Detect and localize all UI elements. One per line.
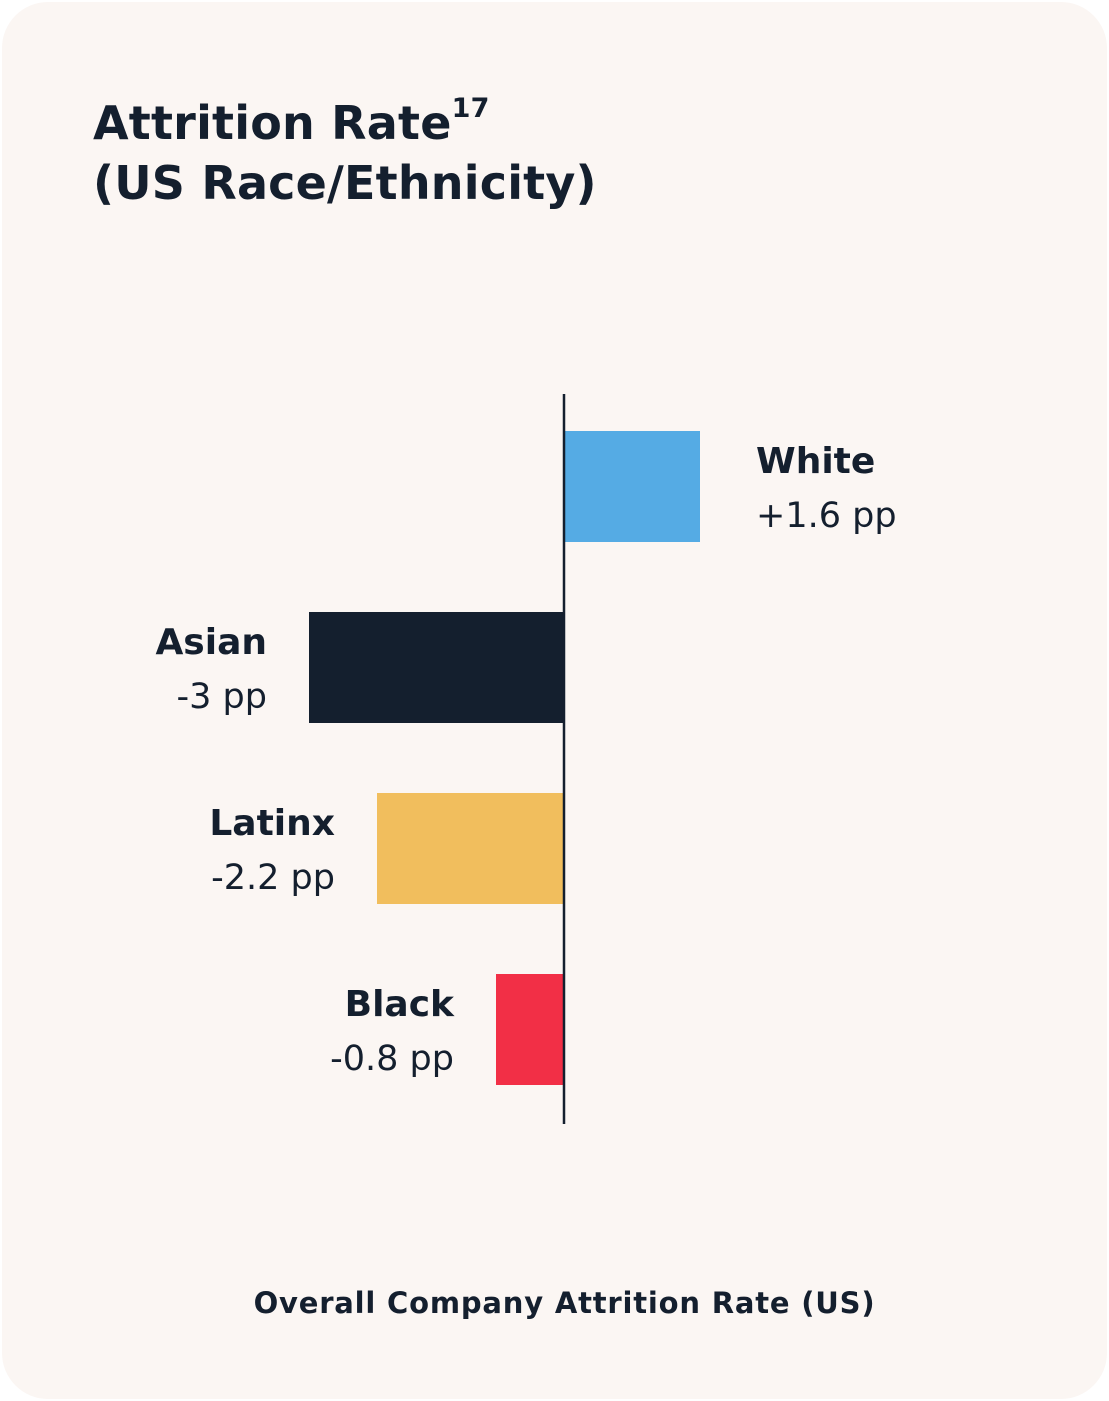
- category-label-black: Black: [345, 984, 455, 1025]
- bar-black: [496, 974, 564, 1085]
- category-label-asian: Asian: [155, 622, 267, 663]
- value-label-asian: -3 pp: [177, 677, 267, 717]
- title-main: Attrition Rate: [93, 96, 452, 150]
- title-subtitle: (US Race/Ethnicity): [93, 156, 597, 210]
- value-label-white: +1.6 pp: [756, 496, 897, 536]
- value-label-latinx: -2.2 pp: [211, 858, 335, 898]
- bar-white: [564, 431, 700, 542]
- baseline-caption: Overall Company Attrition Rate (US): [253, 1286, 876, 1320]
- chart-title: Attrition Rate17 (US Race/Ethnicity): [93, 93, 597, 213]
- value-label-black: -0.8 pp: [330, 1039, 454, 1079]
- bar-asian: [309, 612, 564, 723]
- category-label-latinx: Latinx: [209, 803, 335, 844]
- category-label-white: White: [756, 441, 875, 482]
- title-footnote-ref: 17: [451, 92, 490, 124]
- bar-latinx: [377, 793, 564, 904]
